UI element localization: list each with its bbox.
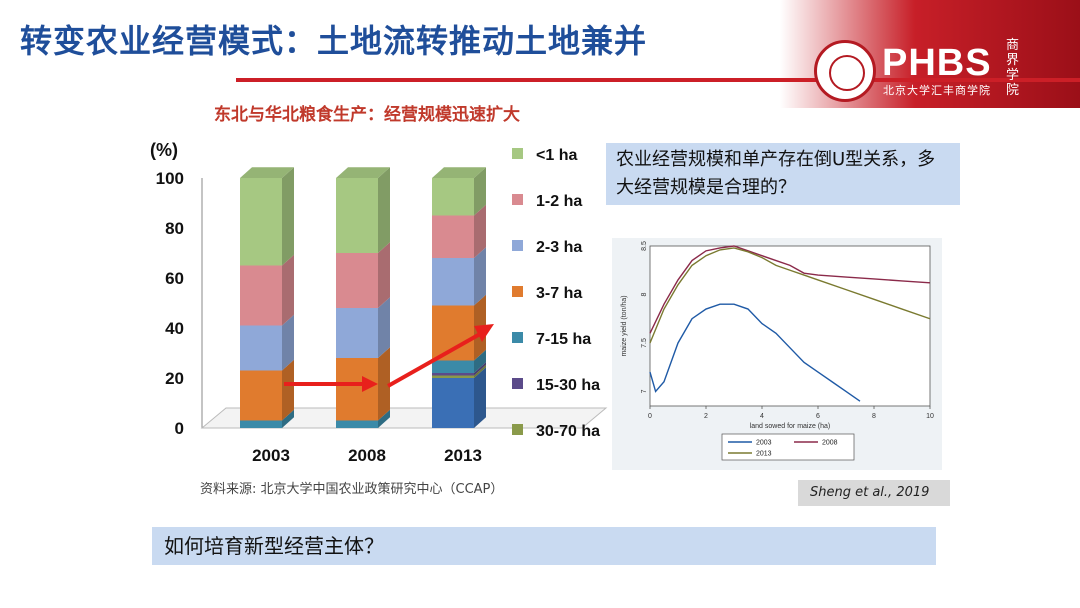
y-tick-label: 8.5 <box>641 241 648 251</box>
chart-subtitle: 东北与华北粮食生产：经营规模迅速扩大 <box>214 105 520 125</box>
bar-segment-side <box>378 167 390 253</box>
bar-segment-side <box>474 204 486 258</box>
bar-segment-side <box>474 349 486 373</box>
legend-label: 2013 <box>756 451 772 458</box>
bar-top <box>432 167 486 178</box>
trend-arrow <box>387 332 481 388</box>
bar-segment <box>240 420 282 428</box>
x-axis-label: land sowed for maize (ha) <box>750 423 831 430</box>
series-line <box>649 303 861 402</box>
bar-segment <box>432 258 474 306</box>
bar-segment-side <box>282 167 294 266</box>
legend-label: <1 ha <box>536 147 577 164</box>
legend-label: 2003 <box>756 440 772 447</box>
logo-wordmark: PHBS <box>882 42 992 84</box>
bar-segment-side <box>474 362 486 376</box>
bar-segment <box>240 325 282 371</box>
stacked-bar-chart: (%) 0 20 40 60 80 100 2003 2008 2013 <1 ha 1-2 ha 2-… <box>150 140 608 465</box>
y-tick-label: 100 <box>156 169 184 188</box>
series-line <box>649 245 931 334</box>
legend-swatch <box>512 378 523 389</box>
y-tick-label: 20 <box>165 369 184 388</box>
bar-segment-side <box>378 347 390 421</box>
bar-top <box>240 167 294 178</box>
legend-box <box>721 433 855 461</box>
yield-chart-panel: 7 7.5 8 8.5 0 2 4 6 8 10 land sowed for maize (ha)… <box>612 238 942 470</box>
logo-school-name: 北京大学汇丰商学院 <box>883 84 991 97</box>
legend-swatch <box>512 148 523 159</box>
legend-label: 15-30 ha <box>536 377 600 394</box>
legend-label: 7-15 ha <box>536 331 591 348</box>
bar-segment <box>336 178 378 253</box>
bar-segment-side <box>474 367 486 428</box>
citation-box: Sheng et al., 2019 <box>798 480 950 506</box>
bar-top <box>336 167 390 178</box>
bar-segment <box>240 370 282 421</box>
y-tick-label: 80 <box>165 219 184 238</box>
legend-swatch <box>512 424 523 435</box>
legend-label: 30-70 ha <box>536 423 600 440</box>
legend-label: 1-2 ha <box>536 193 582 210</box>
bar-segment-side <box>378 242 390 308</box>
university-seal-icon <box>814 40 876 102</box>
x-tick-label: 0 <box>648 413 652 420</box>
series-line <box>649 247 931 344</box>
legend-label: 2008 <box>822 440 838 447</box>
source-note: 资料来源: 北京大学中国农业政策研究中心（CCAP） <box>200 482 504 497</box>
legend-swatch <box>512 332 523 343</box>
trend-arrow-head <box>474 324 494 342</box>
y-tick-label: 0 <box>175 419 184 438</box>
x-tick-label: 2 <box>704 413 708 420</box>
bar-segment <box>336 420 378 428</box>
y-tick-label: 7.5 <box>641 338 648 348</box>
bar-segment <box>432 215 474 258</box>
bar-segment-side <box>474 364 486 378</box>
legend-label: 3-7 ha <box>536 285 582 302</box>
y-axis-label: (%) <box>150 140 178 160</box>
bar-segment-side <box>282 254 294 326</box>
bar-segment-side <box>378 409 390 428</box>
y-tick-label: 60 <box>165 269 184 288</box>
bar-segment <box>336 253 378 308</box>
bar-segment <box>336 308 378 358</box>
bar-segment-side <box>282 314 294 371</box>
x-tick-label: 2013 <box>444 446 482 465</box>
bar-segment <box>336 358 378 421</box>
bar-segment <box>432 178 474 216</box>
legend-swatch <box>512 194 523 205</box>
y-tick-label: 7 <box>641 389 648 393</box>
y-tick-label: 8 <box>641 292 648 296</box>
calligraphy-seal: 商界学院 <box>1006 38 1020 98</box>
bar-segment <box>432 378 474 428</box>
x-tick-label: 10 <box>926 413 934 420</box>
bar-segment-side <box>378 297 390 358</box>
title-underline <box>236 78 1080 82</box>
x-tick-label: 2003 <box>252 446 290 465</box>
trend-arrow-head <box>362 376 378 392</box>
bottom-question-box: 如何培育新型经营主体？ <box>152 527 936 565</box>
plot-area <box>649 245 931 407</box>
bar-segment <box>240 178 282 266</box>
bar-segment <box>240 265 282 326</box>
bar-segment-side <box>282 409 294 428</box>
legend-swatch <box>512 286 523 297</box>
legend-label: 2-3 ha <box>536 239 582 256</box>
x-tick-label: 4 <box>760 413 764 420</box>
bar-segment <box>432 373 474 376</box>
y-tick-label: 40 <box>165 319 184 338</box>
legend-swatch <box>512 240 523 251</box>
slide-title: 转变农业经营模式：土地流转推动土地兼并 <box>20 22 648 60</box>
bar-segment <box>432 305 474 361</box>
x-tick-label: 6 <box>816 413 820 420</box>
bar-segment <box>432 360 474 373</box>
yield-line-chart: 7 7.5 8 8.5 0 2 4 6 8 10 land sowed for maize (ha)… <box>621 241 934 461</box>
y-axis-label: maize yield (ton/ha) <box>621 295 628 356</box>
bar-segment-side <box>474 167 486 216</box>
question-box: 农业经营规模和单产存在倒U型关系，多大经营规模是合理的？ <box>606 143 960 205</box>
x-tick-label: 8 <box>872 413 876 420</box>
bar-segment-side <box>282 359 294 421</box>
x-tick-label: 2008 <box>348 446 386 465</box>
bar-segment <box>432 375 474 378</box>
bar-segment-side <box>474 247 486 306</box>
